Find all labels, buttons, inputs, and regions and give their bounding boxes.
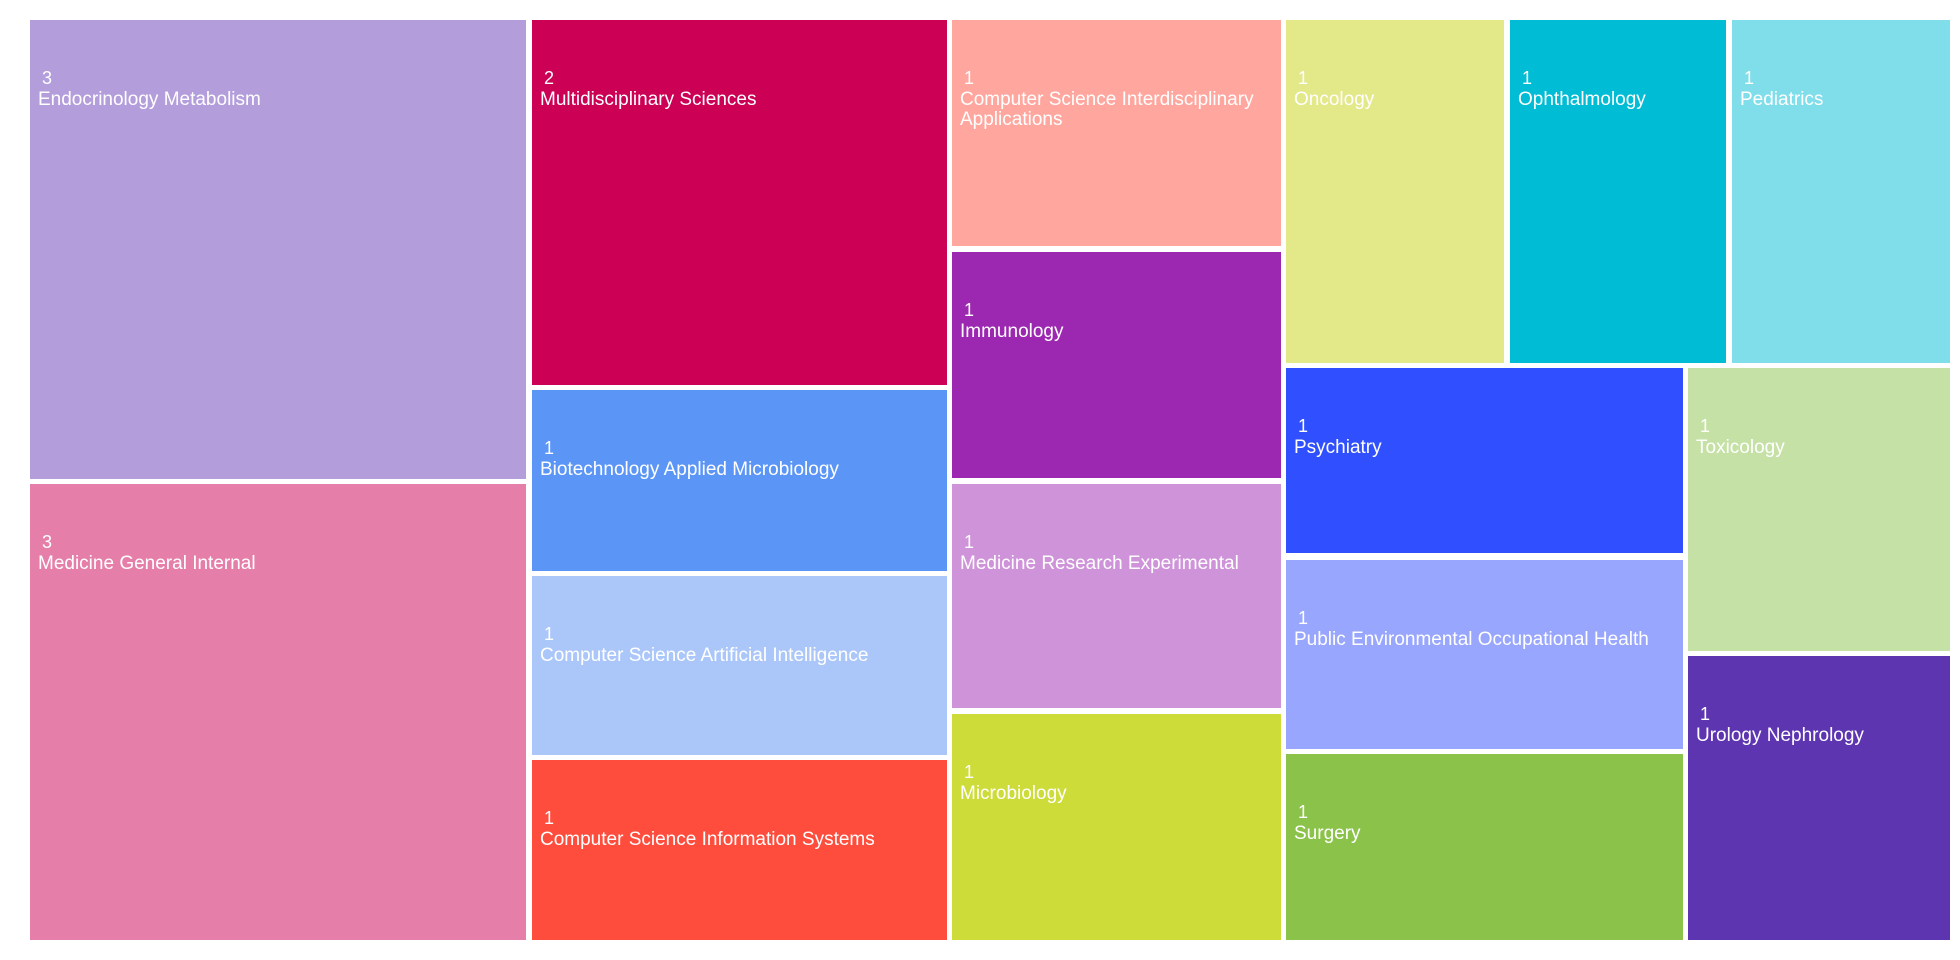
tile-label: Urology Nephrology <box>1696 725 1864 746</box>
treemap-tile: 1 Ophthalmology <box>1510 20 1726 363</box>
treemap-tile: 1 Computer Science Artificial Intelligenc… <box>532 576 947 755</box>
treemap-tile: 1 Psychiatry <box>1286 368 1683 553</box>
tile-value: 1 <box>1298 802 1309 822</box>
treemap-tile: 1 Pediatrics <box>1732 20 1950 363</box>
tile-label: Biotechnology Applied Microbiology <box>540 459 839 480</box>
treemap-tile: 1 Urology Nephrology <box>1688 656 1950 940</box>
tile-value: 1 <box>964 762 975 782</box>
tile-value: 1 <box>964 532 975 552</box>
treemap-tile: 1 Biotechnology Applied Microbiology <box>532 390 947 571</box>
treemap-tile: 1 Public Environmental Occupational Healt… <box>1286 560 1683 749</box>
tile-value: 1 <box>544 438 555 458</box>
treemap-tile: 1 Microbiology <box>952 714 1281 940</box>
tile-value: 1 <box>1522 68 1533 88</box>
tile-label: Medicine General Internal <box>38 553 256 574</box>
tile-value: 2 <box>544 68 555 88</box>
tile-value: 1 <box>964 300 975 320</box>
treemap-tile: 1 Medicine Research Experimental <box>952 484 1281 708</box>
treemap-tile: 1 Computer Science Information Systems <box>532 760 947 940</box>
tile-label: Computer Science Artificial Intelligence <box>540 645 869 666</box>
tile-label: Computer Science Information Systems <box>540 829 875 850</box>
tile-value: 1 <box>544 808 555 828</box>
treemap-tile: 1 Oncology <box>1286 20 1504 363</box>
treemap-tile: 1 Immunology <box>952 252 1281 478</box>
treemap-tile: 3 Endocrinology Metabolism <box>30 20 526 479</box>
treemap-tile: 1 Surgery <box>1286 754 1683 940</box>
tile-value: 1 <box>1298 68 1309 88</box>
tile-label: Oncology <box>1294 89 1375 110</box>
tile-label: Endocrinology Metabolism <box>38 89 261 110</box>
tile-label: Surgery <box>1294 823 1361 844</box>
treemap-tile: 1 Toxicology <box>1688 368 1950 651</box>
tile-value: 1 <box>1744 68 1755 88</box>
tile-value: 1 <box>1298 416 1309 436</box>
tile-label: Pediatrics <box>1740 89 1824 110</box>
treemap-tile: 2 Multidisciplinary Sciences <box>532 20 947 385</box>
treemap-tile: 3 Medicine General Internal <box>30 484 526 940</box>
treemap-tile: 1 Computer Science Interdisciplinary Appl… <box>952 20 1281 246</box>
tile-label: Ophthalmology <box>1518 89 1646 110</box>
tile-label: Public Environmental Occupational Health <box>1294 629 1649 650</box>
tile-value: 1 <box>1700 416 1711 436</box>
tile-label: Multidisciplinary Sciences <box>540 89 757 110</box>
tile-label: Medicine Research Experimental <box>960 553 1239 574</box>
tile-label: Computer Science Interdisciplinary Appli… <box>960 89 1254 130</box>
tile-label: Immunology <box>960 321 1064 342</box>
tile-value: 1 <box>1700 704 1711 724</box>
tile-label: Toxicology <box>1696 437 1785 458</box>
tile-label: Psychiatry <box>1294 437 1382 458</box>
tile-value: 3 <box>42 68 53 88</box>
tile-value: 1 <box>1298 608 1309 628</box>
tile-value: 1 <box>544 624 555 644</box>
tile-value: 3 <box>42 532 53 552</box>
tile-value: 1 <box>964 68 975 88</box>
tile-label: Microbiology <box>960 783 1067 804</box>
